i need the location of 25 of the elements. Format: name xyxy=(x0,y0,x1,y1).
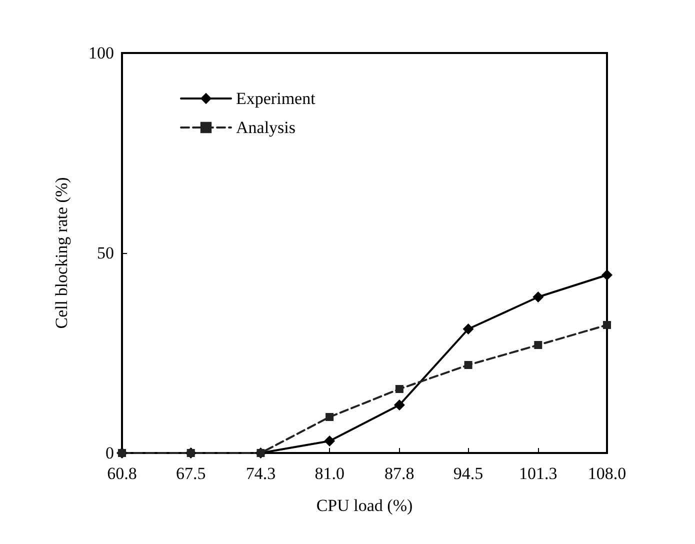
x-tick-label: 74.3 xyxy=(246,464,276,483)
point xyxy=(394,400,405,410)
x-tick-label: 60.8 xyxy=(107,464,137,483)
point xyxy=(395,385,404,393)
point xyxy=(326,413,334,421)
x-tick-label: 101.3 xyxy=(519,464,558,483)
legend-label: Experiment xyxy=(236,89,316,108)
point xyxy=(324,436,336,446)
point xyxy=(464,361,472,369)
x-tick-label: 81.0 xyxy=(314,464,344,483)
y-axis-title: Cell blocking rate (%) xyxy=(52,177,71,329)
point xyxy=(532,292,544,302)
x-tick-label: 87.8 xyxy=(384,464,414,483)
y-tick-label: 0 xyxy=(106,444,114,462)
x-tick-label: 94.5 xyxy=(453,464,484,483)
legend-label: Analysis xyxy=(236,118,296,137)
point xyxy=(602,270,612,280)
point xyxy=(603,321,611,329)
y-tick-label: 100 xyxy=(88,44,114,62)
x-tick-label: 108.0 xyxy=(588,464,626,483)
y-tick-label: 50 xyxy=(97,244,114,262)
point xyxy=(534,341,542,349)
x-axis-title: CPU load (%) xyxy=(316,496,413,515)
x-tick-label: 67.5 xyxy=(176,464,206,483)
point xyxy=(462,324,474,334)
